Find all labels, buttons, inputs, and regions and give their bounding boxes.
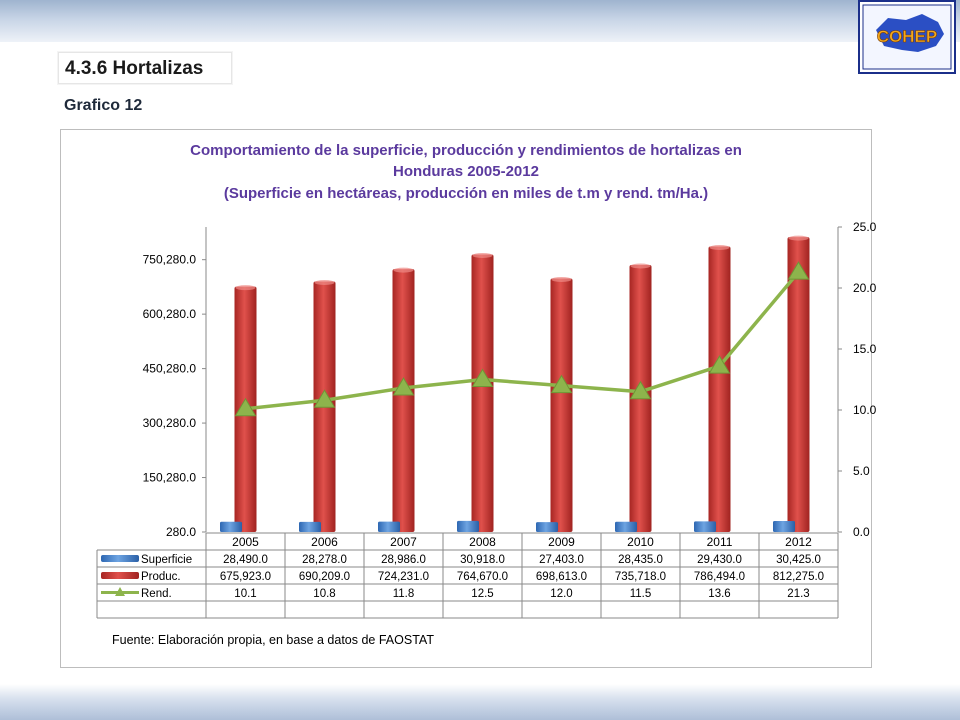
data-label: 12.5 [471, 588, 493, 600]
cohep-logo: COHEP [858, 0, 956, 74]
point-rend [787, 261, 810, 280]
logo-text: COHEP [877, 27, 937, 46]
chart-frame [60, 129, 872, 668]
bar-produc-highlight [235, 285, 256, 291]
x-tick-label: 2010 [627, 535, 654, 549]
legend-label: Produc. [141, 571, 181, 583]
bar-produc-highlight [551, 276, 572, 282]
x-tick-label: 2011 [707, 535, 733, 549]
data-label: 10.1 [234, 588, 256, 600]
x-tick-label: 2008 [469, 535, 496, 549]
y-right-tick-label: 10.0 [853, 403, 877, 417]
line-rend [245, 271, 800, 411]
y-left-tick-label: 750,280.0 [143, 253, 197, 267]
source-note: Fuente: Elaboración propia, en base a da… [112, 633, 434, 647]
point-rend [313, 389, 336, 408]
bar-produc [787, 237, 810, 532]
bar-superficie [536, 522, 558, 532]
top-banner [0, 0, 960, 42]
x-tick-label: 2006 [311, 535, 338, 549]
bar-produc-highlight [472, 252, 493, 258]
data-label: 30,918.0 [460, 554, 505, 566]
data-label: 786,494.0 [694, 571, 745, 583]
point-rend [629, 380, 652, 400]
y-right-tick-label: 15.0 [853, 342, 877, 356]
bar-produc-highlight [630, 263, 651, 269]
bar-produc [550, 278, 573, 532]
data-label: 11.5 [630, 588, 652, 600]
bar-superficie [378, 521, 400, 532]
data-label: 690,209.0 [299, 571, 350, 583]
point-rend [234, 397, 257, 417]
legend-label: Superficie [141, 554, 192, 566]
bar-produc [471, 254, 494, 533]
bar-produc [708, 246, 731, 533]
graph-number: Grafico 12 [64, 97, 143, 114]
data-label: 27,403.0 [539, 554, 584, 566]
bar-superficie [615, 521, 637, 532]
bar-superficie [694, 521, 716, 532]
point-rend [550, 374, 573, 394]
bar-superficie [457, 520, 479, 532]
data-label: 28,278.0 [302, 554, 347, 566]
x-tick-label: 2007 [390, 535, 417, 549]
x-tick-label: 2005 [232, 535, 259, 549]
bar-superficie [220, 521, 242, 532]
y-left-tick-label: 280.0 [166, 525, 196, 539]
data-label: 12.0 [550, 588, 572, 600]
y-right-tick-label: 25.0 [853, 220, 877, 234]
data-label: 21.3 [787, 588, 809, 600]
bar-produc-highlight [393, 267, 414, 273]
y-right-tick-label: 20.0 [853, 281, 877, 295]
legend-key-superficie [101, 555, 139, 562]
data-label: 10.8 [313, 588, 335, 600]
bottom-banner [0, 684, 960, 720]
data-label: 764,670.0 [457, 571, 508, 583]
section-title: 4.3.6 Hortalizas [58, 52, 232, 84]
chart-title-line-3: (Superficie en hectáreas, producción en … [223, 185, 709, 202]
bar-superficie [773, 521, 795, 532]
y-left-tick-label: 150,280.0 [143, 471, 197, 485]
data-label: 30,425.0 [776, 554, 821, 566]
y-left-tick-label: 450,280.0 [143, 362, 197, 376]
chart-title-line-2: Honduras 2005-2012 [393, 163, 539, 180]
data-label: 29,430.0 [697, 554, 742, 566]
legend-key-produc [101, 572, 139, 579]
x-tick-label: 2009 [548, 535, 575, 549]
bar-produc-highlight [314, 279, 335, 285]
bar-produc [392, 269, 415, 532]
y-right-tick-label: 0.0 [853, 525, 870, 539]
data-label: 28,986.0 [381, 554, 426, 566]
legend-label: Rend. [141, 588, 172, 600]
y-left-tick-label: 300,280.0 [143, 416, 197, 430]
data-label: 724,231.0 [378, 571, 429, 583]
data-label: 812,275.0 [773, 571, 824, 583]
data-label: 28,435.0 [618, 554, 663, 566]
y-left-tick-label: 600,280.0 [143, 307, 197, 321]
data-label: 11.8 [393, 588, 415, 600]
bar-superficie [299, 521, 321, 532]
legend-key-rend-marker [115, 587, 125, 596]
data-label: 735,718.0 [615, 571, 666, 583]
data-label: 675,923.0 [220, 571, 271, 583]
data-label: 13.6 [708, 588, 730, 600]
chart-title-line-1: Comportamiento de la superficie, producc… [190, 142, 742, 159]
bar-produc-highlight [788, 235, 809, 241]
point-rend [708, 355, 731, 374]
data-label: 698,613.0 [536, 571, 587, 583]
point-rend [392, 377, 415, 396]
y-right-tick-label: 5.0 [853, 464, 870, 478]
data-label: 28,490.0 [223, 554, 268, 566]
x-tick-label: 2012 [785, 535, 812, 549]
point-rend [471, 368, 494, 387]
bar-produc-highlight [709, 245, 730, 251]
